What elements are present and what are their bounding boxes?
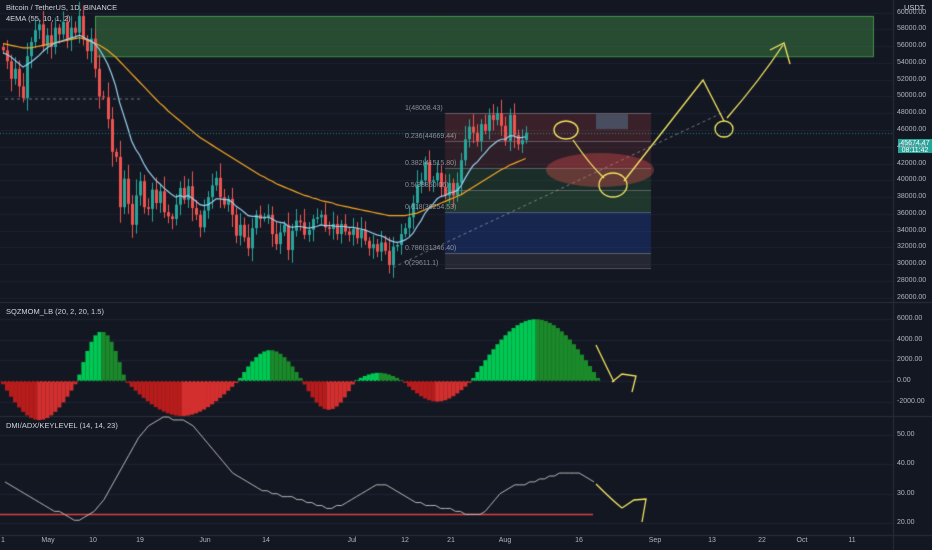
y-tick-label: 46000.00 — [897, 125, 927, 133]
y-tick-label: 58000.00 — [897, 24, 927, 32]
x-tick-label: 12 — [401, 537, 409, 544]
x-tick-label: 11 — [848, 537, 856, 544]
sqzmom-title: SQZMOM_LB (20, 2, 20, 1.5) — [6, 307, 104, 316]
x-tick-label: 10 — [89, 537, 97, 544]
y-tick-label: 30000.00 — [897, 259, 927, 267]
y-tick-label: 32000.00 — [897, 242, 927, 250]
sqz-tick-label: 2000.00 — [897, 355, 923, 363]
fib-level-label: 0(29611.1) — [405, 259, 439, 267]
currency-label: USDT — [904, 3, 925, 12]
fib-level-label: 0.786(31346.40) — [405, 244, 457, 252]
y-tick-label: 38000.00 — [897, 192, 927, 200]
x-tick-label: 22 — [758, 537, 766, 544]
fib-level-label: 0.236(44669.44) — [405, 133, 457, 141]
fib-level-label: 1(48008.43) — [405, 105, 443, 113]
dmi-tick-label: 20.00 — [897, 518, 915, 526]
sqz-tick-label: 0.00 — [897, 376, 911, 384]
y-tick-label: 54000.00 — [897, 58, 927, 66]
x-tick-label: Sep — [648, 537, 662, 544]
y-tick-label: 42000.00 — [897, 159, 927, 167]
x-tick-label: 19 — [136, 537, 144, 544]
y-tick-label: 56000.00 — [897, 41, 927, 49]
x-tick-label: Aug — [498, 537, 512, 544]
y-tick-label: 40000.00 — [897, 175, 927, 183]
y-tick-label: 36000.00 — [897, 209, 927, 217]
dmi-tick-label: 50.00 — [897, 430, 915, 438]
y-tick-label: 34000.00 — [897, 226, 927, 234]
fib-level-label: 0.618(36254.53) — [405, 203, 457, 211]
fib-level-label: 0.5(38850.06) — [405, 182, 449, 189]
last-price-tag: 45674.47 08:11:42 — [898, 139, 932, 154]
x-tick-label: May — [41, 537, 55, 544]
dmi-tick-label: 40.00 — [897, 459, 915, 467]
y-tick-label: 50000.00 — [897, 91, 927, 99]
dmi-tick-label: 30.00 — [897, 489, 915, 497]
x-tick-label: 21 — [447, 537, 455, 544]
x-tick-label: 14 — [262, 537, 270, 544]
x-tick-label: 16 — [575, 537, 583, 544]
x-tick-label: Jun — [199, 537, 211, 544]
y-tick-label: 26000.00 — [897, 293, 927, 301]
symbol-title: Bitcoin / TetherUS, 1D, BINANCE — [6, 3, 118, 12]
last-price-value: 45674.47 — [900, 140, 930, 147]
indicator-4ema-label: 4EMA (55, 10, 1, 2) — [6, 14, 71, 23]
y-tick-label: 48000.00 — [897, 108, 927, 116]
fib-level-label: 0.382(41515.80) — [405, 159, 457, 167]
x-tick-label: Jul — [347, 537, 357, 544]
x-tick-label: 1 — [1, 537, 5, 544]
x-tick-label: Oct — [796, 537, 808, 544]
sqz-tick-label: 4000.00 — [897, 335, 923, 343]
y-tick-label: 28000.00 — [897, 276, 927, 284]
sqz-tick-label: -2000.00 — [897, 397, 925, 405]
y-tick-label: 44000.00 — [897, 142, 927, 150]
y-tick-label: 60000.00 — [897, 8, 927, 16]
sqz-tick-label: 6000.00 — [897, 314, 923, 322]
countdown-label: 08:11:42 — [901, 147, 929, 154]
y-tick-label: 52000.00 — [897, 75, 927, 83]
dmi-adx-title: DMI/ADX/KEYLEVEL (14, 14, 23) — [6, 421, 118, 430]
x-tick-label: 13 — [708, 537, 716, 544]
